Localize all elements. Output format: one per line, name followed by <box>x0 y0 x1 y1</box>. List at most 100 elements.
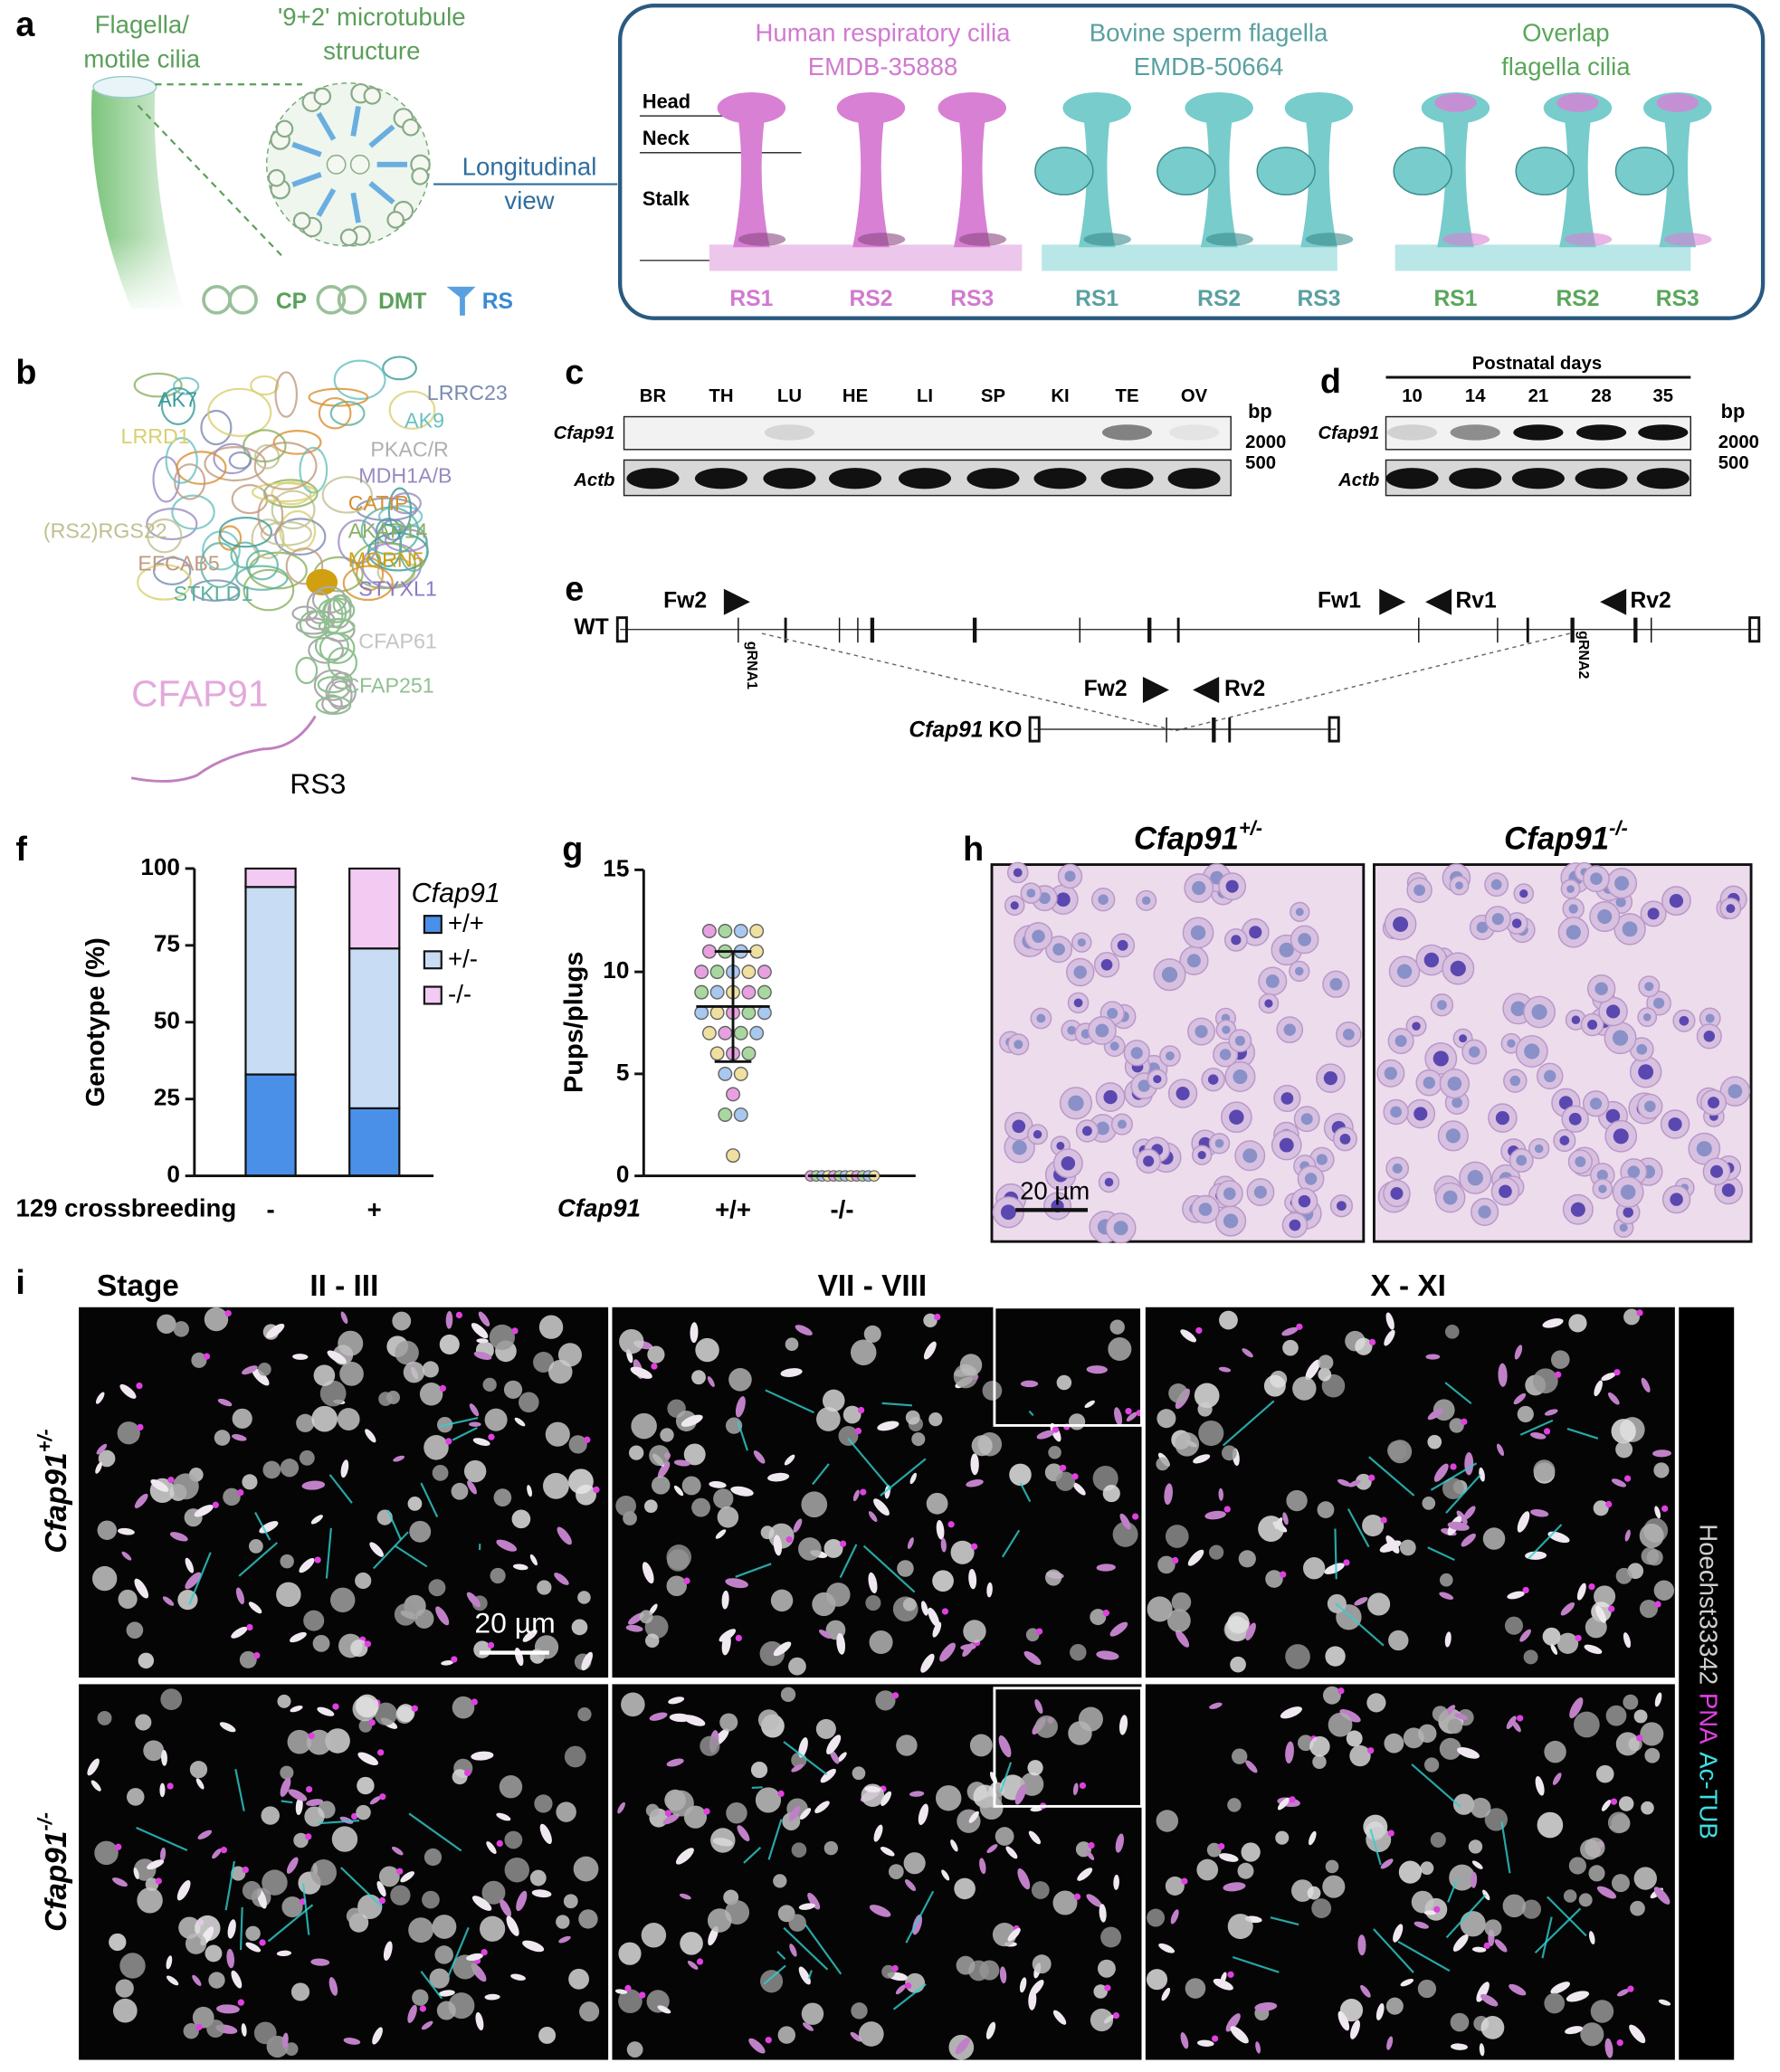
spermatid <box>119 1383 137 1399</box>
nucleus <box>639 1610 653 1624</box>
nucleus <box>545 1421 570 1447</box>
primer-label: Rv2 <box>1224 677 1265 701</box>
nucleus <box>1420 1861 1434 1876</box>
flagellum <box>339 1867 383 1907</box>
flagellum <box>812 1463 830 1486</box>
nucleus <box>1280 1092 1294 1105</box>
spermatid <box>999 1966 1007 1984</box>
spermatid <box>134 1578 149 1599</box>
flagellum <box>318 1820 360 1825</box>
spermatid <box>185 1557 195 1573</box>
nucleus <box>1611 1419 1636 1444</box>
nucleus <box>1070 1643 1087 1661</box>
point <box>733 1066 748 1081</box>
flagellum <box>1369 1829 1382 1866</box>
spermatid <box>826 1735 842 1754</box>
acrosome <box>1172 1556 1179 1564</box>
spermatid <box>1514 1345 1523 1360</box>
nucleus <box>1459 1034 1468 1043</box>
nucleus <box>801 2002 824 2025</box>
spermatid <box>1507 1591 1525 1600</box>
cfap91-chain <box>130 715 317 783</box>
nucleus <box>1109 1319 1125 1335</box>
nucleus <box>928 1412 943 1427</box>
spermatid <box>1030 1806 1042 1812</box>
gene: Cfap91 <box>40 1452 73 1553</box>
spermatid <box>730 1486 754 1497</box>
spermatid <box>798 1903 815 1910</box>
structure-text: '9+2' microtubule <box>278 3 466 31</box>
acrosome <box>970 1543 978 1550</box>
flagellum <box>1001 1529 1021 1558</box>
point <box>709 984 725 1000</box>
nucleus <box>700 1735 720 1756</box>
nucleus <box>1607 1811 1630 1834</box>
spermatid <box>1552 1773 1562 1785</box>
spermatid <box>290 1631 307 1643</box>
rs-stalk <box>1559 119 1596 248</box>
rs-head <box>938 91 1006 124</box>
nucleus <box>680 1932 703 1955</box>
spermatid <box>96 1443 108 1455</box>
nucleus <box>325 1728 350 1754</box>
nucleus <box>1524 1043 1540 1060</box>
nucleus <box>979 1796 1004 1820</box>
spermatid <box>1113 1874 1119 1890</box>
nucleus <box>626 2041 643 2058</box>
band <box>898 468 952 489</box>
spermatid <box>1542 1318 1564 1328</box>
flagellum <box>439 1417 479 1428</box>
marker-label: 2000 <box>1245 432 1286 452</box>
nucleus <box>1575 1155 1586 1167</box>
spermatid <box>1530 1509 1549 1517</box>
acrosome <box>411 1705 418 1712</box>
flagella-text: Flagella/ <box>95 11 190 39</box>
nucleus <box>903 1852 926 1875</box>
nucleus <box>548 1359 573 1384</box>
spermatid <box>679 1893 691 1900</box>
nucleus <box>422 1890 440 1909</box>
spermatid <box>904 1879 916 1891</box>
spermatid <box>1007 1927 1021 1942</box>
marker-label: 500 <box>1245 453 1276 473</box>
nucleus <box>1668 1117 1682 1132</box>
acrosome <box>584 1436 591 1443</box>
spermatid <box>1280 1706 1302 1719</box>
rs-stalk <box>1078 119 1116 248</box>
spermatid <box>1624 1529 1631 1542</box>
nucleus <box>1362 1515 1385 1537</box>
nucleus <box>1590 872 1603 885</box>
nucleus <box>1653 1462 1670 1478</box>
nucleus <box>1192 880 1206 896</box>
spermatid <box>1479 2043 1485 2057</box>
spermatid <box>941 1869 950 1881</box>
channel-legend: Hoechst33342 PNA Ac-TUB <box>1694 1524 1722 1839</box>
flagellum <box>735 1563 772 1578</box>
acrosome <box>777 1790 785 1798</box>
spermatid <box>1245 1622 1256 1641</box>
nucleus <box>452 1769 468 1785</box>
flagellum <box>1019 1482 1032 1503</box>
nucleus <box>191 1352 207 1368</box>
nucleus <box>1398 1860 1422 1884</box>
nucleus <box>1620 1184 1636 1200</box>
structure-blob <box>253 442 318 490</box>
spermatid <box>669 1713 691 1723</box>
flagellum <box>281 1800 293 1804</box>
nucleus <box>1574 1711 1600 1738</box>
y-tick-label: 0 <box>167 1161 180 1188</box>
acrosome <box>664 1810 671 1817</box>
nucleus <box>1367 1592 1391 1616</box>
spermatid <box>197 1830 213 1839</box>
nucleus <box>1056 1374 1072 1391</box>
spoke <box>291 172 322 187</box>
spermatid <box>496 1812 511 1821</box>
nucleus <box>1166 1609 1191 1633</box>
acrosome <box>237 1488 244 1497</box>
nucleus <box>911 1432 926 1447</box>
nucleus <box>1597 909 1613 925</box>
nucleus <box>1318 1367 1332 1382</box>
rs-label: RS1 <box>1075 287 1118 311</box>
spermatid <box>1457 1747 1480 1759</box>
spermatid <box>1005 1846 1018 1859</box>
